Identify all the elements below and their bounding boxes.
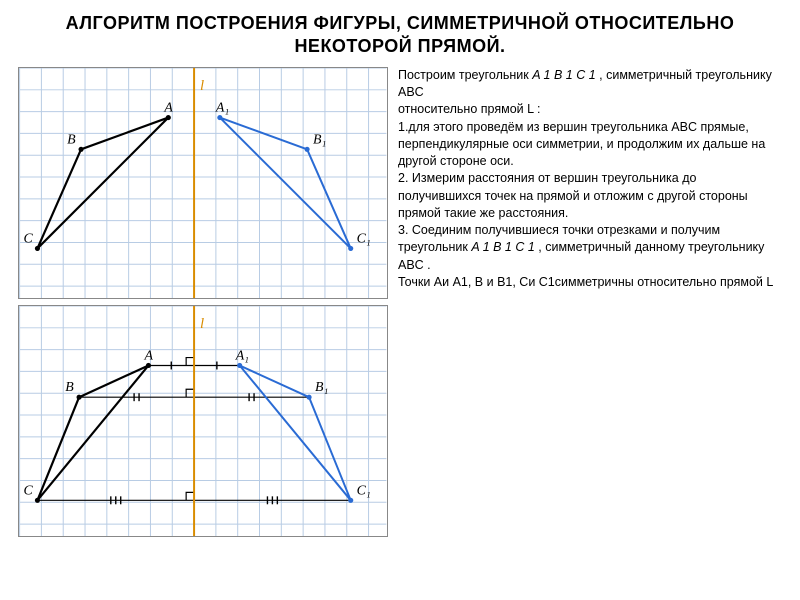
svg-text:A: A <box>163 100 173 115</box>
line2: относительно прямой L : <box>398 101 782 118</box>
svg-text:A₁: A₁ <box>235 348 249 363</box>
page-title: АЛГОРИТМ ПОСТРОЕНИЯ ФИГУРЫ, СИММЕТРИЧНОЙ… <box>0 0 800 67</box>
note: Точки Aи A1, B и B1, Cи C1симметричны от… <box>398 274 782 291</box>
step3-italic: A 1 B 1 C 1 <box>471 240 534 254</box>
step-1: 1.для этого проведём из вершин треугольн… <box>398 119 782 171</box>
svg-text:B₁: B₁ <box>315 380 328 395</box>
step-2: 2. Измерим расстояния от вершин треуголь… <box>398 170 782 222</box>
content-area: l A B C A₁ B₁ C₁ l A B C A₁ B₁ C₁ Построим треугольн… <box>0 67 800 537</box>
step-3: 3. Соединим получившиеся точки отрезками… <box>398 222 782 274</box>
svg-text:l: l <box>200 316 204 332</box>
svg-text:A₁: A₁ <box>215 100 229 115</box>
svg-text:C: C <box>24 483 34 498</box>
svg-text:B: B <box>65 380 74 395</box>
svg-text:C₁: C₁ <box>357 231 371 246</box>
svg-text:C₁: C₁ <box>357 483 371 498</box>
intro-prefix: Построим треугольник <box>398 68 532 82</box>
svg-text:C: C <box>24 231 34 246</box>
intro-italic: A 1 B 1 C 1 <box>532 68 595 82</box>
svg-text:A: A <box>144 348 154 363</box>
text-column: Построим треугольник A 1 B 1 C 1 , симме… <box>398 67 782 537</box>
svg-text:l: l <box>200 78 204 94</box>
diagrams-column: l A B C A₁ B₁ C₁ l A B C A₁ B₁ C₁ <box>18 67 388 537</box>
svg-text:B: B <box>67 132 76 147</box>
intro-paragraph: Построим треугольник A 1 B 1 C 1 , симме… <box>398 67 782 102</box>
diagram-top: l A B C A₁ B₁ C₁ <box>18 67 388 299</box>
svg-text:B₁: B₁ <box>313 132 326 147</box>
diagram-bottom: l A B C A₁ B₁ C₁ <box>18 305 388 537</box>
